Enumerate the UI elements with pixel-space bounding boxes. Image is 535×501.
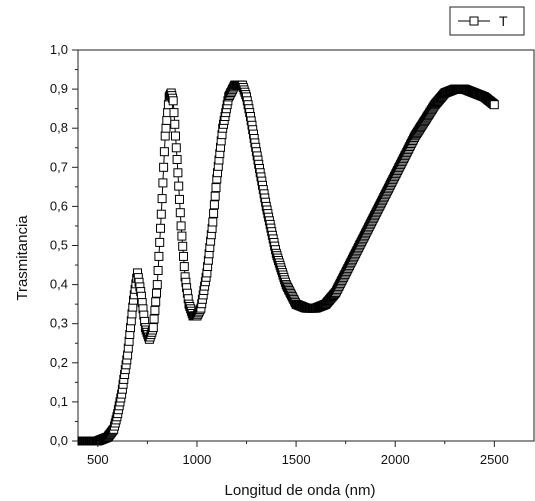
plot-frame [77, 49, 535, 442]
legend-label: T [499, 13, 508, 29]
x-tick-label: 500 [87, 452, 109, 467]
y-tick-label: 0,2 [50, 355, 68, 370]
legend: T [449, 6, 525, 36]
series-point [176, 221, 186, 231]
series-point [171, 143, 181, 153]
series-point [168, 96, 178, 106]
series-point [156, 223, 165, 233]
series-point [175, 208, 185, 218]
series-point [153, 266, 163, 275]
series-point [172, 155, 182, 164]
series-point [148, 323, 158, 333]
series-point [170, 119, 180, 129]
y-axis-title: Trasmitancia [14, 215, 31, 301]
series-point [171, 131, 180, 141]
series-point [155, 237, 165, 247]
series-point [211, 183, 221, 193]
y-tick-label: 1,0 [50, 42, 68, 57]
series-point [489, 100, 499, 110]
series-point [152, 288, 161, 298]
x-tick-label: 1500 [282, 452, 311, 467]
series-point [159, 147, 169, 157]
series-point [151, 297, 161, 307]
x-tick-label: 2000 [381, 452, 410, 467]
x-axis-title: Longitud de onda (nm) [225, 482, 376, 499]
y-tick-label: 0,0 [50, 433, 68, 448]
y-tick-label: 0,1 [50, 394, 68, 409]
series-point [179, 251, 188, 261]
y-tick-label: 0,3 [50, 316, 68, 331]
y-tick-label: 0,6 [50, 198, 68, 213]
series-point [179, 262, 189, 272]
legend-marker [469, 16, 479, 26]
y-tick-label: 0,9 [50, 81, 68, 96]
series-point [160, 131, 170, 141]
series-point [161, 123, 171, 133]
y-axis: 0,0 0,1 0,2 0,3 0,4 0,5 0,6 0,7 0,8 0,9 1,0 [50, 42, 78, 448]
series-point [175, 194, 184, 204]
series-point [162, 115, 172, 125]
series-point [156, 209, 166, 219]
series-point [173, 168, 183, 178]
series-point [152, 280, 162, 290]
series-point [150, 305, 160, 315]
series-layer [77, 80, 499, 446]
series-point [177, 231, 187, 241]
series-line [82, 84, 495, 442]
series-point [178, 241, 188, 251]
series-point [209, 200, 219, 210]
series-point [174, 181, 184, 191]
series-point [169, 108, 179, 118]
x-tick-label: 2500 [480, 452, 509, 467]
series-point [149, 314, 159, 324]
series-point [157, 194, 167, 204]
y-tick-label: 0,8 [50, 120, 68, 135]
series-point [208, 217, 218, 227]
y-tick-label: 0,4 [50, 277, 68, 292]
series-point [209, 208, 219, 218]
series-point [159, 162, 169, 172]
series-point [154, 251, 164, 261]
series-point [158, 178, 168, 188]
y-tick-label: 0,5 [50, 238, 68, 253]
series-point [210, 191, 220, 201]
x-tick-label: 1000 [182, 452, 211, 467]
y-tick-label: 0,7 [50, 159, 68, 174]
x-axis: 500 1000 1500 2000 2500 [87, 441, 509, 467]
